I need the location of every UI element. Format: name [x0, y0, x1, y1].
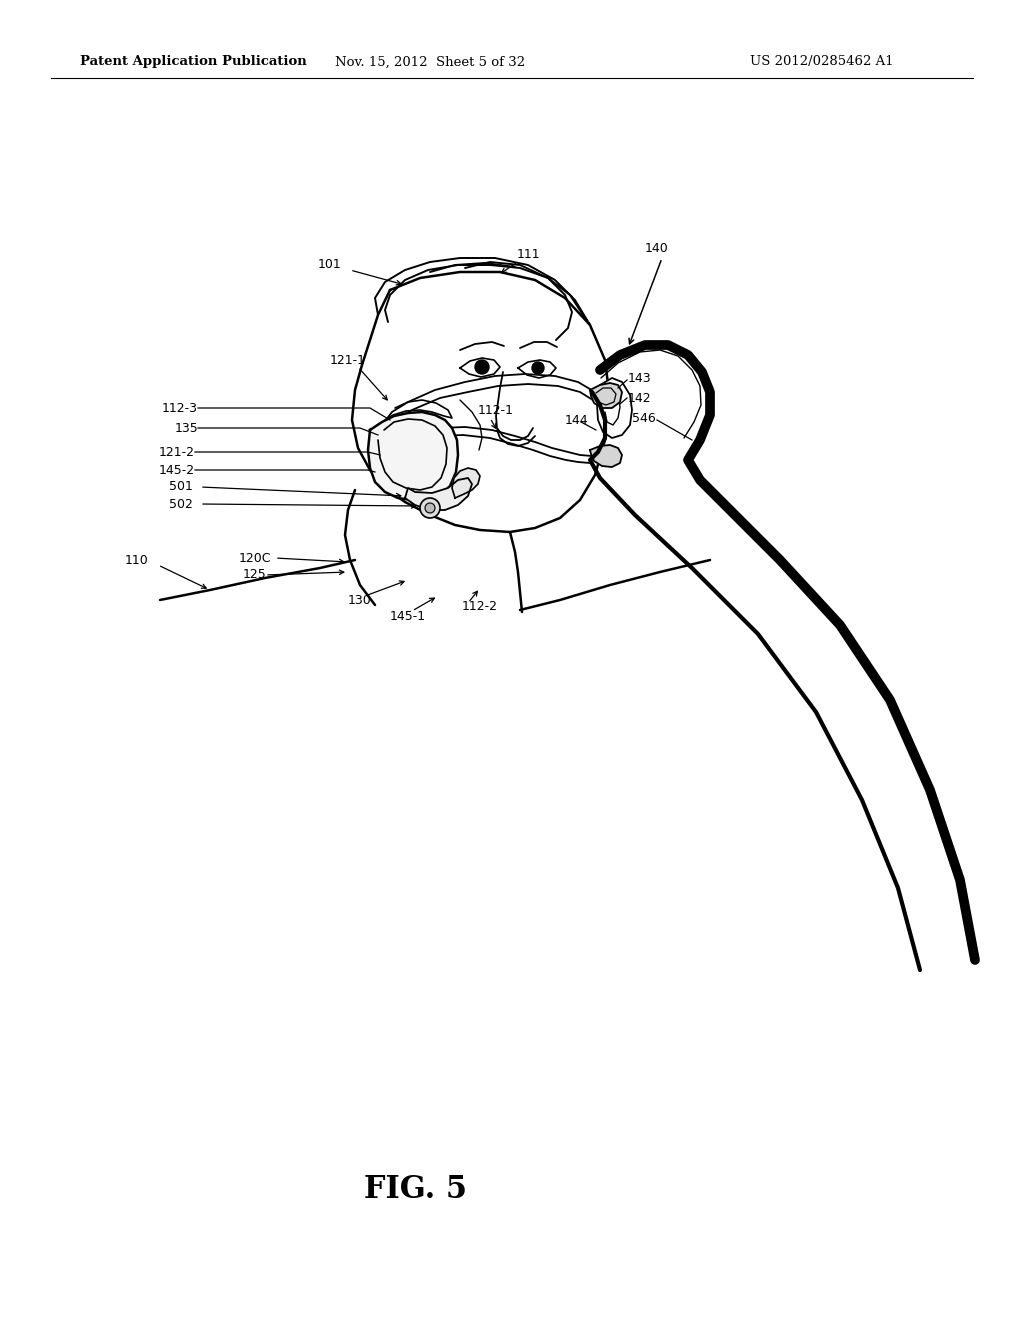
Text: 125: 125 — [243, 569, 267, 582]
Text: 130: 130 — [348, 594, 372, 606]
Text: 135: 135 — [174, 421, 198, 434]
Text: 145-2: 145-2 — [159, 463, 195, 477]
Text: 111: 111 — [516, 248, 540, 261]
Polygon shape — [590, 445, 622, 467]
Text: 145-1: 145-1 — [390, 610, 426, 623]
Text: 112-3: 112-3 — [162, 401, 198, 414]
Text: 144: 144 — [565, 413, 589, 426]
Polygon shape — [352, 272, 610, 532]
Text: 546: 546 — [632, 412, 655, 425]
Text: 501: 501 — [169, 480, 193, 494]
Polygon shape — [590, 383, 622, 408]
Text: 101: 101 — [318, 259, 342, 272]
Text: Patent Application Publication: Patent Application Publication — [80, 55, 307, 69]
Text: 120C: 120C — [239, 552, 271, 565]
Text: 110: 110 — [124, 553, 148, 566]
Text: US 2012/0285462 A1: US 2012/0285462 A1 — [750, 55, 894, 69]
Text: 112-2: 112-2 — [462, 599, 498, 612]
Circle shape — [425, 503, 435, 513]
Polygon shape — [368, 412, 458, 500]
Text: 142: 142 — [628, 392, 651, 404]
Polygon shape — [518, 360, 556, 378]
Text: 121-2: 121-2 — [159, 446, 195, 458]
Polygon shape — [406, 478, 472, 510]
Polygon shape — [452, 469, 480, 498]
Text: 143: 143 — [628, 371, 651, 384]
Text: 140: 140 — [645, 242, 669, 255]
Text: Nov. 15, 2012  Sheet 5 of 32: Nov. 15, 2012 Sheet 5 of 32 — [335, 55, 525, 69]
Circle shape — [420, 498, 440, 517]
Text: 121-1: 121-1 — [330, 354, 366, 367]
Polygon shape — [460, 358, 500, 378]
Circle shape — [532, 362, 544, 374]
Text: 502: 502 — [169, 498, 193, 511]
Polygon shape — [597, 378, 632, 438]
Text: FIG. 5: FIG. 5 — [364, 1175, 467, 1205]
Text: 112-1: 112-1 — [478, 404, 514, 417]
Circle shape — [475, 360, 489, 374]
